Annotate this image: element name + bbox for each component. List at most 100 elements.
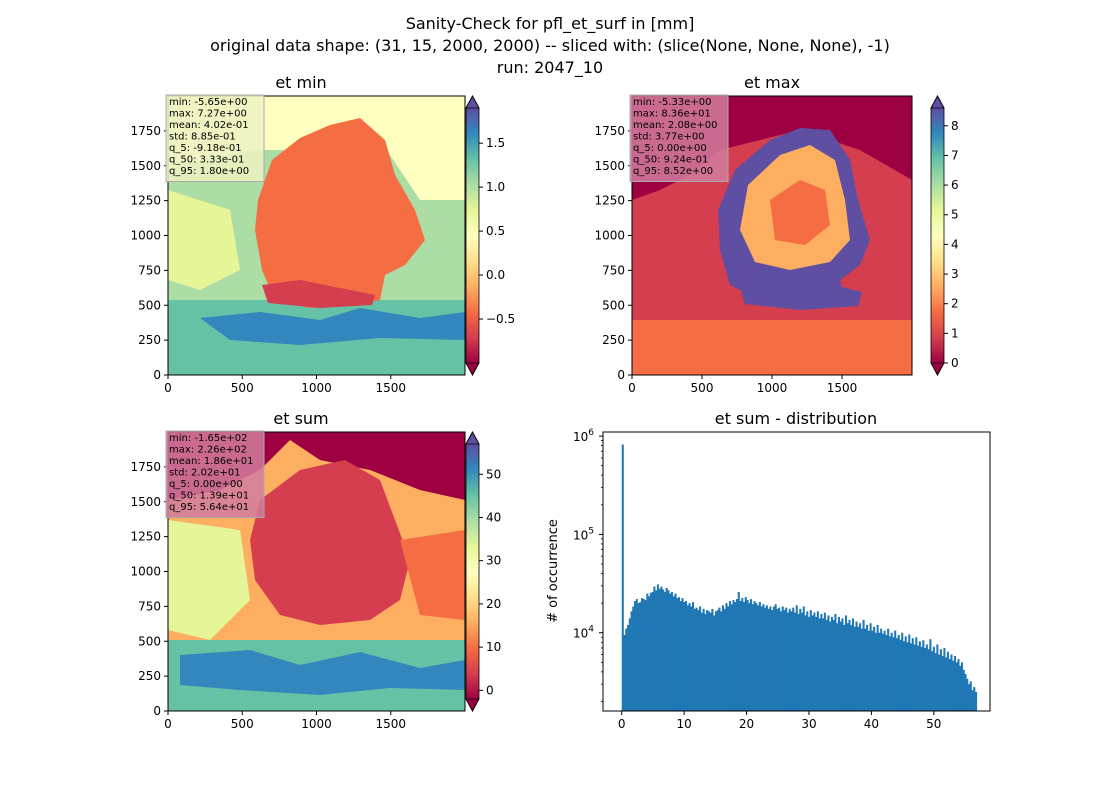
y-tick-label: 1750 bbox=[130, 460, 161, 474]
y-tick-label: 0 bbox=[617, 368, 625, 382]
histogram-bar bbox=[801, 612, 804, 711]
histogram-bar bbox=[846, 623, 849, 711]
histogram-bar bbox=[674, 593, 677, 711]
x-tick-label: 1000 bbox=[301, 381, 332, 395]
x-tick-label: 30 bbox=[801, 717, 816, 731]
stats-line: mean: 2.08e+00 bbox=[633, 120, 717, 131]
histogram-bar bbox=[723, 608, 726, 711]
y-tick-label: 750 bbox=[138, 263, 161, 277]
histogram-bar bbox=[911, 638, 914, 711]
histogram-bar bbox=[779, 611, 782, 711]
histogram-bar bbox=[857, 626, 860, 711]
x-tick-label: 0 bbox=[164, 717, 172, 731]
histogram-bar bbox=[793, 612, 797, 711]
histogram-bar bbox=[634, 601, 637, 711]
histogram-bar bbox=[711, 608, 714, 711]
histogram-bar bbox=[685, 601, 688, 711]
histogram-bar bbox=[899, 639, 902, 711]
histogram-bar bbox=[969, 681, 972, 711]
histogram-bar bbox=[760, 606, 763, 711]
colorbar-tick-label: 10 bbox=[486, 640, 501, 654]
histogram-bar bbox=[864, 628, 867, 711]
colorbar-extend-min bbox=[465, 698, 480, 712]
histogram-bar bbox=[906, 642, 909, 711]
histogram-bar bbox=[690, 606, 693, 711]
histogram-bar bbox=[721, 605, 724, 711]
histogram-bar bbox=[920, 646, 923, 711]
colorbar-tick-label: 30 bbox=[486, 554, 501, 568]
colorbar-tick-label: 20 bbox=[486, 597, 501, 611]
histogram-bar bbox=[704, 614, 707, 711]
histogram-bar bbox=[960, 662, 964, 711]
histogram-bar bbox=[823, 612, 826, 711]
histogram-bar bbox=[932, 646, 935, 711]
x-tick-label: 50 bbox=[926, 717, 941, 731]
histogram-bar bbox=[695, 607, 698, 711]
colorbar-et-sum: 0 10 20 30 40 50 bbox=[465, 431, 501, 712]
stats-box-background bbox=[165, 94, 265, 182]
stats-line: mean: 4.02e-01 bbox=[169, 120, 249, 131]
histogram-bar bbox=[734, 602, 737, 711]
colorbar-gradient bbox=[466, 108, 479, 363]
histogram-bar bbox=[802, 606, 805, 711]
stats-line: min: -5.65e+00 bbox=[169, 97, 248, 108]
histogram-bar bbox=[966, 678, 969, 711]
histogram-bar bbox=[860, 628, 863, 711]
colorbar-tick-label: 4 bbox=[951, 237, 959, 251]
histogram-bar bbox=[739, 601, 742, 711]
y-axis: 0 250 500 750 1000 1250 1500 1750 bbox=[130, 124, 168, 382]
histogram-bar bbox=[788, 608, 791, 711]
histogram-bar bbox=[735, 599, 739, 711]
histogram-bar bbox=[757, 605, 760, 711]
histogram-bar bbox=[818, 618, 821, 711]
histogram-bar bbox=[692, 602, 695, 711]
y-tick-label: 1500 bbox=[130, 495, 161, 509]
histogram-bar bbox=[751, 604, 754, 711]
histogram-bar bbox=[822, 618, 825, 711]
histogram-bar bbox=[825, 619, 828, 711]
histogram-bar bbox=[938, 654, 941, 711]
stats-line: q_50: 1.39e+01 bbox=[169, 491, 249, 502]
histogram-bar bbox=[895, 638, 898, 711]
histogram-bar bbox=[971, 690, 974, 711]
histogram-bar bbox=[762, 604, 765, 711]
histogram-bar bbox=[677, 597, 681, 711]
panel-title-et-min: et min bbox=[275, 73, 326, 92]
histogram-bar bbox=[628, 618, 631, 711]
stats-line: q_5: 0.00e+00 bbox=[169, 479, 243, 490]
histogram-bar bbox=[681, 598, 684, 711]
histogram-bar bbox=[925, 644, 928, 711]
x-axis: 0 500 1000 1500 bbox=[164, 375, 406, 395]
histogram-bar bbox=[851, 618, 855, 711]
y-tick-label: 0 bbox=[153, 704, 161, 718]
histogram-bar bbox=[720, 611, 723, 711]
histogram-bar bbox=[639, 602, 642, 711]
histogram-bar bbox=[820, 614, 823, 711]
histogram-bar bbox=[834, 614, 837, 711]
histogram-bar bbox=[637, 603, 640, 711]
y-axis: 0 250 500 750 1000 1250 1500 1750 bbox=[130, 460, 168, 718]
histogram-bar bbox=[741, 598, 744, 711]
histogram-bar bbox=[830, 616, 833, 711]
histogram-bar bbox=[644, 600, 647, 711]
histogram-bar bbox=[778, 607, 781, 711]
histogram-bar bbox=[915, 637, 918, 711]
colorbar-outline bbox=[465, 431, 480, 712]
stats-box-background bbox=[165, 430, 265, 518]
histogram-bar bbox=[743, 602, 746, 711]
histogram-bar bbox=[866, 624, 869, 711]
histogram-bar bbox=[952, 660, 955, 711]
histogram-bar bbox=[957, 659, 960, 711]
histogram-bar bbox=[892, 637, 895, 711]
histogram-bar bbox=[648, 596, 651, 711]
x-tick-label: 40 bbox=[864, 717, 879, 731]
colorbar-tick-label: 1.5 bbox=[486, 136, 505, 150]
y-axis: 104 105 106 bbox=[573, 428, 603, 702]
y-tick-label: 1250 bbox=[130, 530, 161, 544]
x-tick-label: 500 bbox=[691, 381, 714, 395]
colorbar-tick-label: 0.5 bbox=[486, 224, 505, 238]
histogram-bar bbox=[844, 615, 848, 711]
colorbar-tick-label: 50 bbox=[486, 467, 501, 481]
